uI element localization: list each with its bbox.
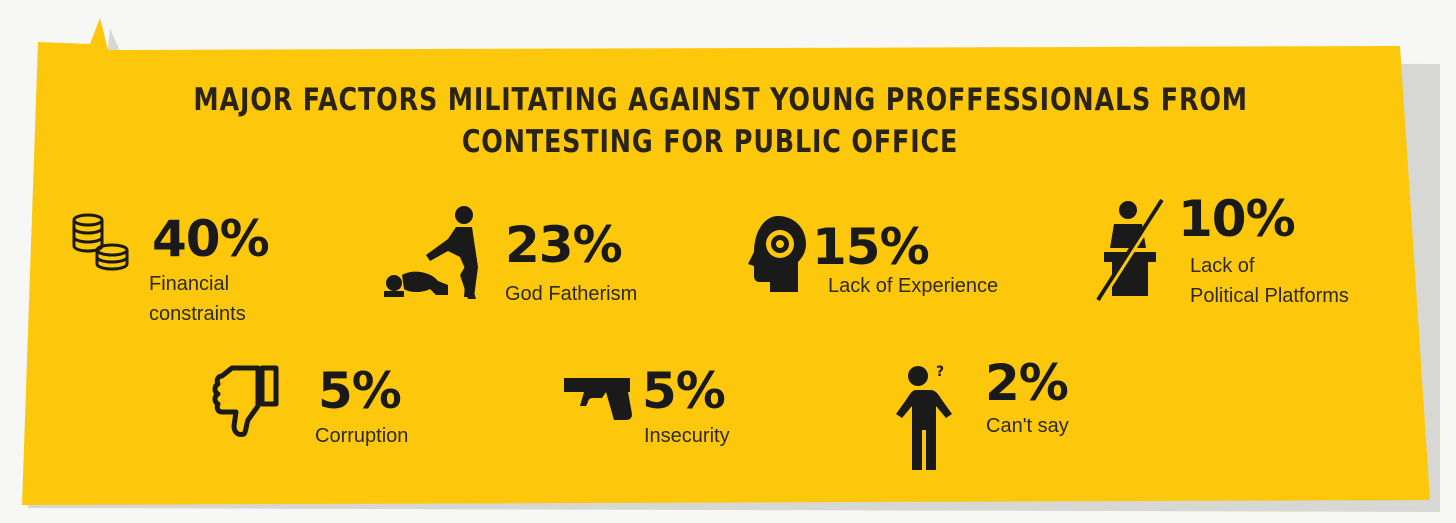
gun-icon (564, 378, 632, 420)
factor-label-platforms-1: Lack of (1190, 255, 1255, 277)
factor-percent-experience: 15% (812, 218, 930, 276)
yellow-panel (22, 18, 1430, 505)
head-target-icon (748, 216, 806, 292)
confused-person-icon: ? (896, 364, 952, 470)
factor-label-godfatherism: God Fatherism (505, 283, 638, 305)
factor-label-cantsay: Can't say (986, 415, 1069, 437)
thumbs-down-icon (212, 365, 279, 437)
factor-percent-cantsay: 2% (985, 354, 1069, 412)
factor-label-insecurity: Insecurity (644, 425, 730, 447)
title-line-2: CONTESTING FOR PUBLIC OFFICE (461, 124, 959, 160)
factor-percent-platforms: 10% (1178, 190, 1296, 248)
factor-label-corruption: Corruption (315, 425, 409, 447)
kneeling-person-icon (384, 206, 478, 299)
title-line-1: MAJOR FACTORS MILITATING AGAINST YOUNG P… (193, 82, 1248, 118)
factor-label-experience: Lack of Experience (828, 275, 999, 297)
no-podium-icon (1096, 198, 1168, 302)
coins-icon (72, 213, 129, 271)
factor-percent-godfatherism: 23% (505, 216, 623, 274)
svg-text:?: ? (936, 364, 944, 380)
factor-percent-financial: 40% (152, 210, 270, 268)
factor-percent-insecurity: 5% (642, 362, 726, 420)
factor-label-financial-1: Financial (149, 273, 230, 295)
factor-label-financial-2: constraints (149, 303, 246, 325)
factor-percent-corruption: 5% (318, 362, 402, 420)
factor-label-platforms-2: Political Platforms (1190, 285, 1349, 307)
